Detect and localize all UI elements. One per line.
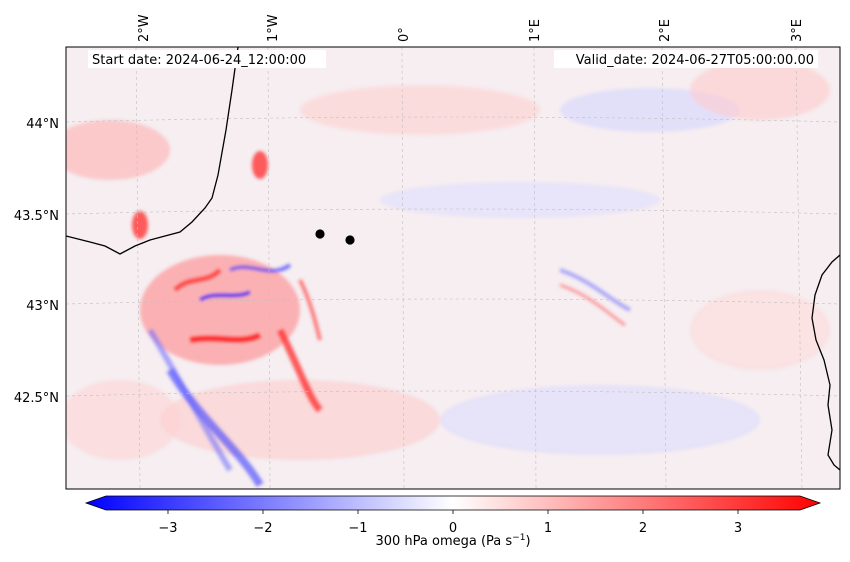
coastline (66, 47, 840, 471)
lon-label-2e: 2°E (658, 19, 673, 42)
colorbar-tick-1: 1 (544, 521, 552, 536)
start-date-text: Start date: 2024-06-24_12:00:00 (92, 53, 306, 68)
lon-label-0: 0° (397, 27, 412, 42)
map-frame (65, 46, 841, 490)
colorbar-label: 300 hPa omega (Pa s−1) (375, 533, 530, 549)
valid-date-text: Valid_date: 2024-06-27T05:00:00.00 (576, 53, 814, 68)
colorbar-tick-neg3: −3 (158, 521, 177, 536)
colorbar-bar (84, 495, 822, 511)
lat-label-43-5: 43.5°N (14, 209, 59, 224)
lon-label-3e: 3°E (790, 19, 805, 42)
colorbar-tick-neg1: −1 (348, 521, 367, 536)
colorbar-tick-0: 0 (449, 521, 457, 536)
colorbar: −3 −2 −1 0 1 2 3 300 hPa omega (Pa s−1) (84, 495, 822, 549)
lat-label-44: 44°N (26, 117, 59, 132)
colorbar-tick-neg2: −2 (253, 521, 272, 536)
lon-label-1w: 1°W (266, 14, 281, 42)
colorbar-tick-3: 3 (734, 521, 742, 536)
start-date-box (88, 50, 326, 68)
lat-label-42-5: 42.5°N (14, 391, 59, 406)
station-1-marker (315, 229, 325, 239)
colorbar-tick-2: 2 (639, 521, 647, 536)
station-2-marker (345, 235, 355, 245)
omega-field (66, 47, 840, 489)
lat-label-43: 43°N (26, 299, 59, 314)
valid-date-box (554, 50, 818, 68)
lon-label-2w: 2°W (137, 14, 152, 42)
gridlines (66, 47, 840, 489)
lon-label-1e: 1°E (528, 19, 543, 42)
